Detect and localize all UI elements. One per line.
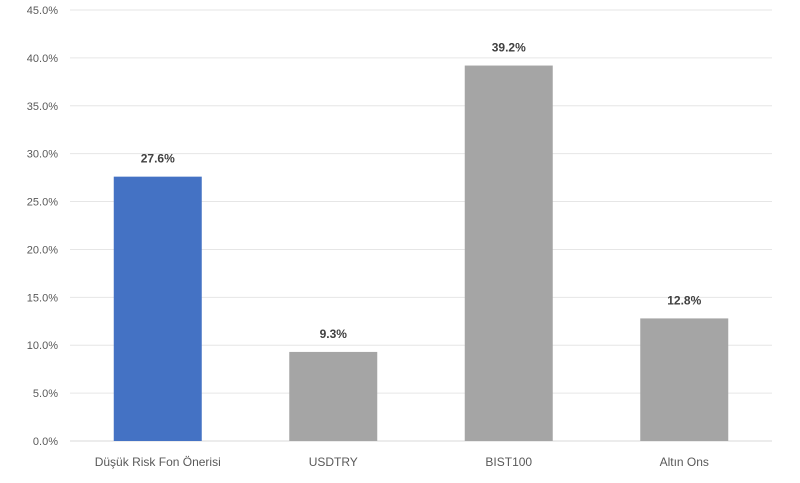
y-tick-label-6: 30.0% [27, 149, 58, 161]
data-label-2: 39.2% [492, 41, 526, 55]
data-label-1: 9.3% [320, 327, 348, 341]
bar-3 [640, 318, 729, 441]
data-labels: 27.6% 9.3% 39.2% 12.8% [141, 41, 702, 341]
bar-1 [289, 351, 378, 441]
category-label-3: Altın Ons [660, 455, 709, 469]
y-axis-ticks: 0.0% 5.0% 10.0% 15.0% 20.0% 25.0% 30.0% 35.0% 40… [27, 5, 58, 448]
y-tick-label-4: 20.0% [27, 244, 58, 256]
y-tick-label-2: 10.0% [27, 340, 58, 352]
y-tick-label-7: 35.0% [27, 101, 58, 113]
y-tick-label-9: 45.0% [27, 5, 58, 17]
category-label-0: Düşük Risk Fon Önerisi [95, 455, 221, 469]
y-tick-label-5: 25.0% [27, 197, 58, 209]
bar-0 [113, 176, 202, 442]
data-label-0: 27.6% [141, 152, 175, 166]
bars [113, 65, 729, 442]
bar-2 [464, 65, 553, 441]
y-tick-label-3: 15.0% [27, 292, 58, 304]
data-label-3: 12.8% [667, 293, 701, 307]
y-tick-label-8: 40.0% [27, 53, 58, 65]
category-label-2: BIST100 [485, 455, 532, 469]
y-tick-label-1: 5.0% [33, 388, 58, 400]
y-tick-label-0: 0.0% [33, 436, 58, 448]
category-label-1: USDTRY [309, 455, 358, 469]
x-axis-categories: Düşük Risk Fon Önerisi USDTRY BIST100 Altın… [95, 455, 709, 469]
